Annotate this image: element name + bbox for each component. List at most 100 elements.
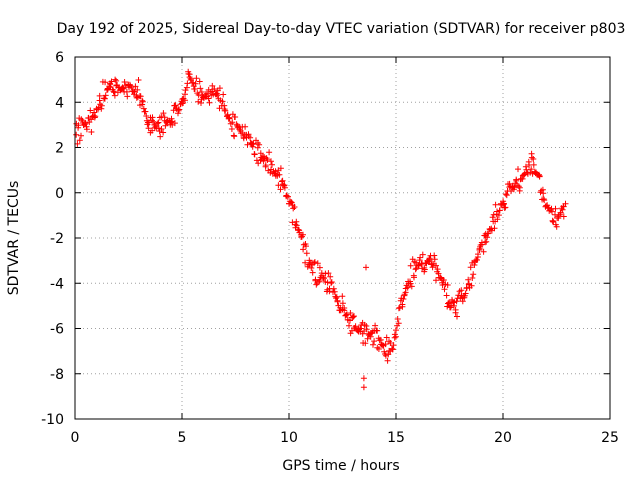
data-point <box>160 110 167 117</box>
data-point <box>158 126 165 132</box>
data-point <box>383 334 390 341</box>
data-point <box>395 305 402 312</box>
data-point <box>502 191 509 198</box>
data-point <box>496 207 503 214</box>
data-point <box>364 335 371 342</box>
y-axis-label: SDTVAR / TECUs <box>6 181 22 296</box>
data-point <box>281 184 288 191</box>
data-point <box>133 94 140 101</box>
data-point <box>407 262 414 269</box>
data-point <box>111 92 118 99</box>
data-point <box>176 106 183 113</box>
data-point <box>475 251 481 258</box>
data-point <box>357 325 364 332</box>
data-point <box>244 141 251 148</box>
data-point <box>192 80 199 87</box>
data-point <box>157 133 164 140</box>
data-point <box>264 156 271 163</box>
y-tick-label: -6 <box>50 322 64 338</box>
y-tick-label: -10 <box>41 412 64 428</box>
data-point <box>314 260 321 267</box>
data-point <box>434 266 441 273</box>
data-point <box>311 259 318 265</box>
data-point <box>552 205 559 212</box>
data-point <box>536 173 543 180</box>
data-point <box>382 341 389 348</box>
data-point <box>98 102 105 109</box>
data-point <box>250 141 257 147</box>
data-point <box>135 77 142 83</box>
data-point <box>83 126 90 133</box>
y-tick-label: 4 <box>55 95 64 111</box>
data-point <box>172 102 179 109</box>
data-point <box>513 177 520 184</box>
data-point <box>331 288 338 295</box>
data-point <box>227 120 234 127</box>
data-point <box>412 266 419 273</box>
data-point <box>268 158 274 165</box>
data-point <box>394 316 401 322</box>
data-point <box>288 199 295 205</box>
data-point <box>229 119 236 126</box>
data-point <box>143 113 150 119</box>
data-point <box>396 304 403 311</box>
data-point <box>119 85 126 92</box>
data-point <box>121 79 128 85</box>
data-point <box>95 104 102 111</box>
data-point <box>277 186 284 193</box>
data-point <box>316 264 323 271</box>
x-tick-label: 25 <box>601 430 619 446</box>
data-point <box>313 281 320 288</box>
data-point <box>346 322 352 329</box>
data-point <box>333 293 340 300</box>
data-point <box>327 273 334 280</box>
data-point <box>370 341 376 348</box>
chart-title: Day 192 of 2025, Sidereal Day-to-day VTE… <box>57 21 626 37</box>
x-tick-label: 5 <box>178 430 187 446</box>
data-point <box>503 192 510 199</box>
data-point <box>139 98 146 105</box>
data-points <box>73 68 569 391</box>
data-point <box>128 84 135 91</box>
data-point <box>206 99 213 106</box>
data-point <box>341 305 348 311</box>
data-point <box>462 290 469 297</box>
data-point <box>149 127 156 134</box>
data-point <box>437 274 444 281</box>
data-point <box>333 295 340 302</box>
data-point <box>404 284 411 291</box>
data-point <box>363 326 370 333</box>
data-point <box>399 303 406 310</box>
data-point <box>171 120 178 127</box>
data-point <box>290 205 297 212</box>
data-point <box>523 166 530 173</box>
data-point <box>276 171 283 178</box>
data-point <box>407 280 414 287</box>
data-point <box>328 280 335 287</box>
data-point <box>553 223 560 230</box>
data-point <box>479 241 485 248</box>
data-point <box>278 178 285 185</box>
data-point <box>277 165 284 172</box>
data-point <box>541 197 548 204</box>
data-point <box>220 91 227 98</box>
y-tick-label: 6 <box>55 50 64 66</box>
data-point <box>454 313 460 320</box>
data-point <box>350 314 357 320</box>
data-point <box>191 86 198 92</box>
data-point <box>88 129 95 135</box>
data-point <box>179 96 186 103</box>
data-point <box>444 303 451 310</box>
data-point <box>195 91 202 98</box>
data-point <box>102 79 109 86</box>
data-point <box>480 248 487 255</box>
data-point <box>411 274 417 281</box>
data-point <box>110 88 117 95</box>
data-point <box>384 357 391 364</box>
data-point <box>182 97 188 104</box>
y-tick-label: -8 <box>50 367 64 383</box>
data-point <box>308 265 315 271</box>
data-point <box>360 384 367 391</box>
x-tick-label: 0 <box>71 430 80 446</box>
data-point <box>390 342 397 349</box>
